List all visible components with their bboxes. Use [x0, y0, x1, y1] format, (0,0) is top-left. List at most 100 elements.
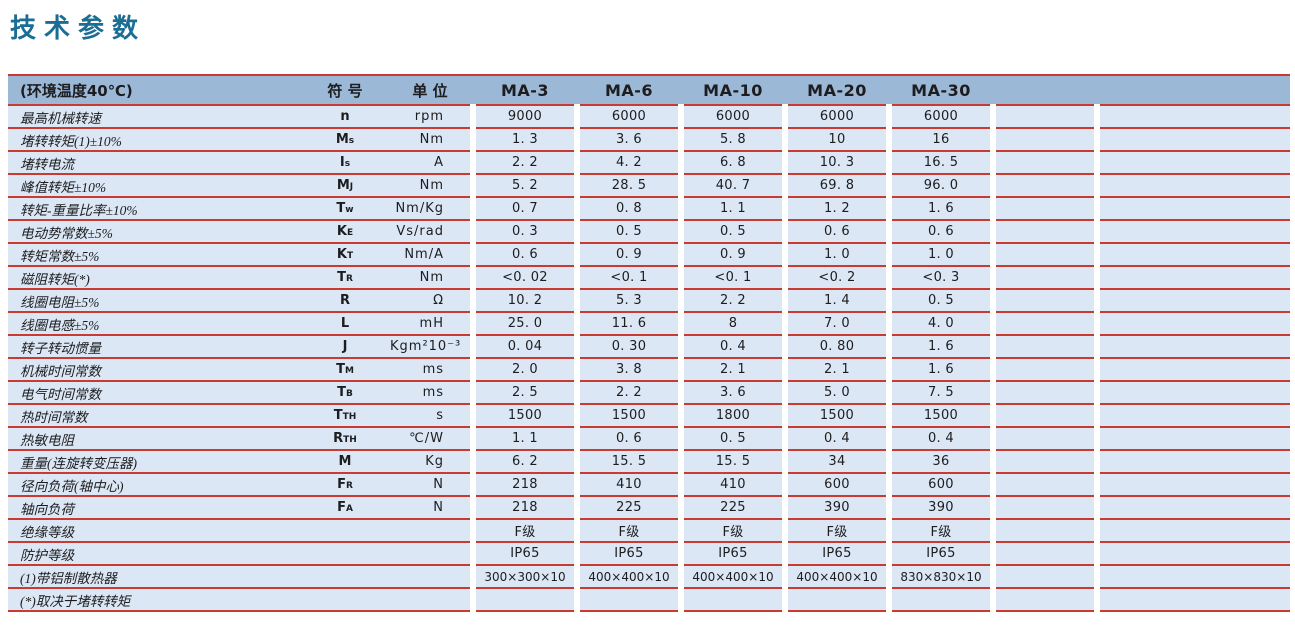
- table-row: 堵转电流 Is A 2. 2 4. 2 6. 8 10. 3 16. 5: [8, 150, 1290, 173]
- empty-cell: [996, 541, 1094, 564]
- param-value: 7. 0: [788, 311, 886, 334]
- param-value: 0. 5: [580, 219, 678, 242]
- empty-cell: [1100, 495, 1290, 518]
- empty-cell: [996, 127, 1094, 150]
- param-value: 3. 6: [580, 127, 678, 150]
- param-label: 堵转转矩(1)±10%: [20, 133, 122, 149]
- table-row: 最高机械转速 n rpm 9000 6000 6000 6000 6000: [8, 104, 1290, 127]
- param-value: <0. 02: [476, 265, 574, 288]
- table-row: 热时间常数 TTH s 1500 1500 1800 1500 1500: [8, 403, 1290, 426]
- param-value: 0. 7: [476, 196, 574, 219]
- param-value: 410: [580, 472, 678, 495]
- param-value: 25. 0: [476, 311, 574, 334]
- param-value: 40. 7: [684, 173, 782, 196]
- row-label-block: 转子转动惯量 J Kgm²10⁻³: [8, 334, 470, 357]
- param-value: 1800: [684, 403, 782, 426]
- table-row: 转子转动惯量 J Kgm²10⁻³ 0. 04 0. 30 0. 4 0. 80 1. 6: [8, 334, 1290, 357]
- symbol-base: T: [337, 270, 346, 285]
- symbol-base: F: [337, 477, 346, 492]
- empty-cell: [1100, 564, 1290, 587]
- param-value: 8: [684, 311, 782, 334]
- param-value: 4. 2: [580, 150, 678, 173]
- param-unit: mH: [419, 316, 444, 331]
- model-column-header: MA-6: [604, 80, 654, 100]
- param-symbol: Tw: [300, 201, 390, 216]
- param-symbol: TM: [300, 362, 390, 377]
- symbol-subscript: w: [345, 205, 354, 215]
- param-value: 1500: [892, 403, 990, 426]
- symbol-subscript: s: [344, 159, 351, 169]
- empty-cell: [1100, 265, 1290, 288]
- model-column-header: MA-10: [703, 80, 763, 100]
- param-label: 热时间常数: [20, 409, 88, 425]
- symbol-subscript: TH: [342, 412, 357, 422]
- symbol-subscript: T: [346, 251, 354, 261]
- empty-cell: [996, 265, 1094, 288]
- param-value: 830×830×10: [892, 564, 990, 587]
- table-body: 最高机械转速 n rpm 9000 6000 6000 6000 6000 堵转转矩(1)±10…: [8, 104, 1290, 612]
- empty-cell: [1100, 357, 1290, 380]
- param-value: 11. 6: [580, 311, 678, 334]
- param-label: 电动势常数±5%: [20, 225, 113, 241]
- param-label: 电气时间常数: [20, 386, 101, 402]
- param-value: 225: [580, 495, 678, 518]
- param-value: [580, 587, 678, 612]
- row-label-block: 磁阻转矩(*) TR Nm: [8, 265, 470, 288]
- param-value: 6. 2: [476, 449, 574, 472]
- model-column-header: MA-20: [807, 80, 867, 100]
- param-symbol: R: [300, 293, 390, 308]
- empty-cell: [996, 403, 1094, 426]
- unit-column-header: 单 位: [412, 81, 448, 100]
- symbol-base: R: [333, 431, 344, 446]
- param-value: 5. 8: [684, 127, 782, 150]
- param-symbol: L: [300, 316, 390, 331]
- param-value: 225: [684, 495, 782, 518]
- param-value: F级: [684, 518, 782, 541]
- param-value: 218: [476, 472, 574, 495]
- param-value: 2. 2: [684, 288, 782, 311]
- row-label-block: 峰值转矩±10% MJ Nm: [8, 173, 470, 196]
- empty-cell: [996, 357, 1094, 380]
- param-symbol: n: [300, 109, 390, 124]
- symbol-subscript: A: [345, 504, 353, 514]
- empty-cell: [1100, 472, 1290, 495]
- param-value: 0. 8: [580, 196, 678, 219]
- empty-cell: [1100, 173, 1290, 196]
- param-value: 0. 6: [788, 219, 886, 242]
- param-value: 0. 6: [892, 219, 990, 242]
- param-value: 1. 1: [684, 196, 782, 219]
- row-label-block: 堵转转矩(1)±10% Ms Nm: [8, 127, 470, 150]
- row-label-block: 最高机械转速 n rpm: [8, 104, 470, 127]
- param-value: 5. 0: [788, 380, 886, 403]
- param-value: <0. 2: [788, 265, 886, 288]
- param-unit: Ω: [433, 293, 444, 308]
- param-value: 0. 3: [476, 219, 574, 242]
- param-label: (1)带铝制散热器: [20, 570, 117, 586]
- param-value: 1. 0: [892, 242, 990, 265]
- param-unit: N: [433, 500, 444, 515]
- row-label-block: 转矩-重量比率±10% Tw Nm/Kg: [8, 196, 470, 219]
- param-label: 堵转电流: [20, 156, 74, 172]
- symbol-subscript: R: [345, 481, 353, 491]
- table-row: 轴向负荷 FA N 218 225 225 390 390: [8, 495, 1290, 518]
- ambient-temperature-note: (环境温度40℃): [20, 81, 133, 100]
- symbol-base: n: [340, 109, 350, 124]
- param-symbol: FR: [300, 477, 390, 492]
- param-value: 3. 6: [684, 380, 782, 403]
- empty-cell: [1100, 334, 1290, 357]
- symbol-subscript: B: [346, 389, 353, 399]
- row-label-block: 电动势常数±5% KE Vs/rad: [8, 219, 470, 242]
- param-value: 2. 1: [788, 357, 886, 380]
- param-value: 0. 4: [892, 426, 990, 449]
- param-label: 线圈电阻±5%: [20, 294, 100, 310]
- empty-cell: [1100, 150, 1290, 173]
- param-value: <0. 1: [580, 265, 678, 288]
- param-value: 10. 2: [476, 288, 574, 311]
- empty-cell: [996, 426, 1094, 449]
- param-label: 重量(连旋转变压器): [20, 455, 137, 471]
- param-value: 34: [788, 449, 886, 472]
- param-value: IP65: [684, 541, 782, 564]
- param-value: 1. 6: [892, 357, 990, 380]
- empty-cell: [1100, 587, 1290, 612]
- param-unit: Nm: [419, 132, 444, 147]
